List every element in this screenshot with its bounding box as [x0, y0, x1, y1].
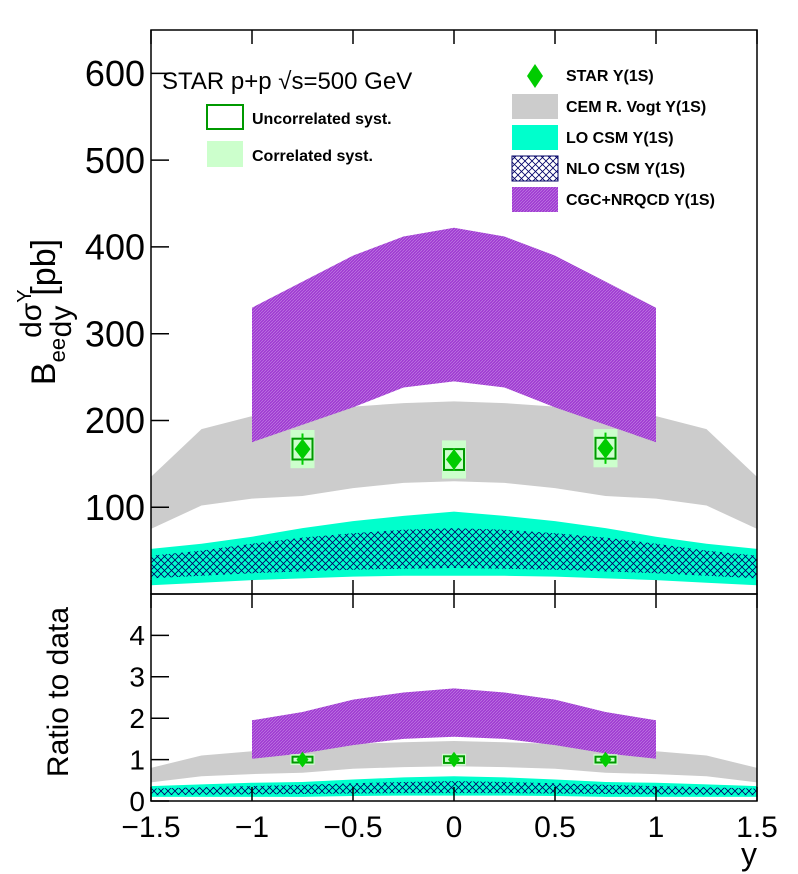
bottom-xtick-label-4: 0.5: [534, 811, 576, 844]
bottom-model-bands: [151, 688, 757, 797]
top-ytick-label-2: 300: [85, 313, 145, 354]
bottom-data-point-1: [448, 751, 460, 768]
top-y-axis-title: BeedσΥdy [pb]: [14, 239, 78, 385]
legend-label-cgc: CGC+NRQCD Υ(1S): [566, 192, 715, 209]
legend-swatch-lo-csm: [512, 125, 558, 150]
bottom-panel: 0 1 2 3 4 −1.5 −1 −0.5 0 0.5 1 1.5 Ratio to data y: [42, 593, 778, 872]
top-y-axis-title-ee: ee: [45, 338, 70, 362]
bottom-xtick-label-6: 1.5: [736, 811, 778, 844]
top-band-nlo: [151, 528, 757, 579]
legend-label-star: STAR Υ(1S): [566, 68, 654, 85]
top-y-axis-title-b: B: [25, 362, 63, 385]
top-band-cgc: [252, 227, 656, 443]
legend-swatch-star: [527, 64, 543, 88]
top-y-axis-title-sup: Υ: [14, 289, 36, 302]
top-ytick-label-4: 500: [85, 140, 145, 181]
legend-entry-star: STAR Υ(1S): [527, 64, 654, 88]
legend-entry-uncorrelated: Uncorrelated syst.: [206, 104, 392, 130]
top-ytick-label-0: 100: [85, 487, 145, 528]
legend-label-nlo-csm: NLO CSM Υ(1S): [566, 161, 685, 178]
top-ytick-label-5: 600: [85, 53, 145, 94]
top-x-ticks: [150, 30, 758, 594]
bottom-data-point-0: [296, 751, 309, 768]
legend-label-cem: CEM R. Vogt Υ(1S): [566, 99, 706, 116]
x-axis-title: y: [741, 836, 757, 872]
bottom-ytick-label-1: 1: [129, 744, 145, 775]
bottom-xtick-label-0: −1.5: [121, 811, 180, 844]
legend: Uncorrelated syst. Correlated syst. STAR…: [206, 64, 715, 212]
legend-entry-lo-csm: LO CSM Υ(1S): [512, 125, 674, 150]
bottom-ytick-label-3: 3: [129, 662, 145, 693]
top-data-points: [290, 429, 618, 479]
top-y-axis-title-unit: [pb]: [25, 239, 63, 296]
bottom-xtick-label-3: 0: [446, 811, 463, 844]
bottom-xtick-label-2: −0.5: [323, 811, 382, 844]
top-ytick-label-3: 400: [85, 227, 145, 268]
bottom-ytick-label-0: 0: [129, 786, 145, 817]
legend-swatch-uncorrelated: [206, 104, 244, 130]
top-ytick-label-1: 200: [85, 400, 145, 441]
legend-label-lo-csm: LO CSM Υ(1S): [566, 130, 674, 147]
legend-entry-cgc: CGC+NRQCD Υ(1S): [512, 187, 715, 212]
legend-label-uncorrelated: Uncorrelated syst.: [252, 111, 392, 128]
collision-annotation: STAR p+p √s=500 GeV: [162, 68, 412, 95]
top-y-axis-title-num: dσ: [15, 302, 48, 338]
legend-swatch-nlo-csm: [511, 155, 559, 182]
bottom-ytick-label-2: 2: [129, 703, 145, 734]
bottom-y-axis-title: Ratio to data: [42, 607, 75, 777]
top-data-point-2: [597, 437, 614, 459]
legend-label-correlated: Correlated syst.: [252, 148, 373, 165]
legend-swatch-cem: [512, 94, 558, 119]
legend-entry-nlo-csm: NLO CSM Υ(1S): [511, 155, 685, 182]
bottom-data-point-2: [599, 751, 612, 768]
top-data-point-1: [446, 449, 462, 470]
legend-swatch-correlated: [207, 141, 243, 167]
bottom-ytick-label-4: 4: [129, 620, 145, 651]
bottom-y-ticks: 0 1 2 3 4: [129, 620, 169, 817]
bottom-band-cgc: [252, 688, 656, 759]
legend-entry-correlated: Correlated syst.: [207, 141, 373, 167]
top-y-ticks: 100 200 300 400 500 600: [85, 53, 169, 528]
legend-entry-cem: CEM R. Vogt Υ(1S): [512, 94, 706, 119]
top-data-point-0: [294, 438, 311, 460]
top-y-axis-title-den: dy: [45, 306, 78, 338]
top-model-bands: [151, 227, 757, 586]
bottom-xtick-label-1: −1: [235, 811, 269, 844]
bottom-xtick-label-5: 1: [648, 811, 665, 844]
legend-swatch-cgc: [512, 187, 558, 212]
bottom-x-ticks: −1.5 −1 −0.5 0 0.5 1 1.5: [121, 594, 778, 844]
bottom-data-points: [290, 751, 618, 768]
top-panel: 100 200 300 400 500 600 STAR p+p √s=500 GeV U…: [14, 29, 758, 595]
